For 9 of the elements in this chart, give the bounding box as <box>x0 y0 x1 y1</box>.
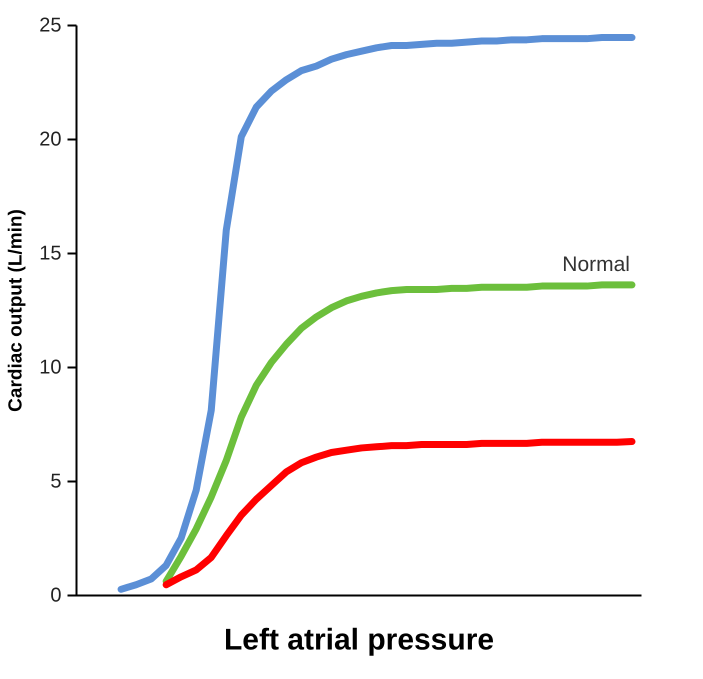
series-label: Normal <box>562 252 630 276</box>
x-axis-title: Left atrial pressure <box>224 624 494 656</box>
y-tick-label: 25 <box>39 14 62 36</box>
y-tick-label: 15 <box>39 242 62 264</box>
y-axis-title: Cardiac output (L/min) <box>5 209 26 412</box>
y-tick-label: 10 <box>39 356 62 378</box>
y-tick-label: 5 <box>50 470 62 492</box>
y-tick-label: 0 <box>50 584 62 606</box>
y-tick-label: 20 <box>39 128 62 150</box>
